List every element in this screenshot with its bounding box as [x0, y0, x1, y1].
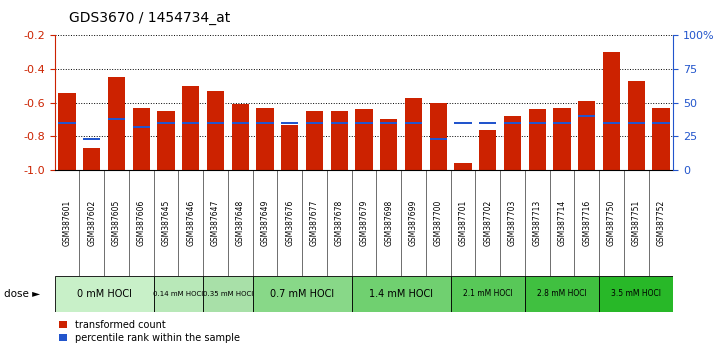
- Bar: [108, 118, 125, 120]
- Bar: [405, 121, 422, 124]
- Bar: [207, 121, 224, 124]
- Bar: [504, 116, 521, 170]
- Bar: [454, 121, 472, 124]
- Text: GSM387676: GSM387676: [285, 200, 294, 246]
- Bar: [529, 121, 546, 124]
- Bar: [355, 109, 373, 170]
- Bar: [430, 103, 447, 170]
- Bar: [331, 121, 348, 124]
- Text: 0 mM HOCl: 0 mM HOCl: [76, 289, 132, 299]
- Bar: [182, 121, 199, 124]
- Bar: [352, 276, 451, 312]
- Bar: [504, 121, 521, 124]
- Bar: [652, 121, 670, 124]
- Bar: [306, 111, 323, 170]
- Text: GSM387649: GSM387649: [261, 200, 269, 246]
- Text: GSM387752: GSM387752: [657, 200, 665, 246]
- Bar: [603, 52, 620, 170]
- Text: GSM387698: GSM387698: [384, 200, 393, 246]
- Bar: [132, 126, 150, 128]
- Text: GSM387678: GSM387678: [335, 200, 344, 246]
- Text: GSM387646: GSM387646: [186, 200, 195, 246]
- Bar: [108, 78, 125, 170]
- Bar: [331, 111, 348, 170]
- Text: GSM387700: GSM387700: [434, 200, 443, 246]
- Bar: [479, 130, 496, 170]
- Bar: [83, 138, 100, 140]
- Text: dose ►: dose ►: [4, 289, 40, 299]
- Text: GSM387602: GSM387602: [87, 200, 96, 246]
- Bar: [652, 108, 670, 170]
- Bar: [430, 138, 447, 140]
- Text: GSM387645: GSM387645: [162, 200, 170, 246]
- Bar: [380, 121, 397, 124]
- Bar: [182, 86, 199, 170]
- Text: GSM387699: GSM387699: [409, 200, 418, 246]
- Bar: [578, 115, 596, 118]
- Bar: [256, 121, 274, 124]
- Bar: [55, 276, 154, 312]
- Bar: [553, 108, 571, 170]
- Bar: [628, 121, 645, 124]
- Bar: [132, 108, 150, 170]
- Bar: [525, 276, 599, 312]
- Bar: [578, 101, 596, 170]
- Bar: [58, 93, 76, 170]
- Bar: [83, 148, 100, 170]
- Text: GSM387751: GSM387751: [632, 200, 641, 246]
- Bar: [207, 91, 224, 170]
- Bar: [281, 125, 298, 170]
- Bar: [628, 81, 645, 170]
- Bar: [454, 163, 472, 170]
- Bar: [355, 121, 373, 124]
- Bar: [157, 121, 175, 124]
- Bar: [232, 121, 249, 124]
- Text: 2.8 mM HOCl: 2.8 mM HOCl: [537, 289, 587, 298]
- Text: GSM387716: GSM387716: [582, 200, 591, 246]
- Text: GSM387714: GSM387714: [558, 200, 566, 246]
- Text: 0.14 mM HOCl: 0.14 mM HOCl: [153, 291, 204, 297]
- Bar: [232, 104, 249, 170]
- Text: GSM387605: GSM387605: [112, 200, 121, 246]
- Bar: [281, 121, 298, 124]
- Text: GSM387601: GSM387601: [63, 200, 71, 246]
- Text: GSM387679: GSM387679: [360, 200, 368, 246]
- Text: GSM387606: GSM387606: [137, 200, 146, 246]
- Bar: [479, 121, 496, 124]
- Text: GSM387648: GSM387648: [236, 200, 245, 246]
- Text: GSM387703: GSM387703: [508, 200, 517, 246]
- Bar: [380, 119, 397, 170]
- Bar: [599, 276, 673, 312]
- Text: GSM387677: GSM387677: [310, 200, 319, 246]
- Text: GSM387702: GSM387702: [483, 200, 492, 246]
- Text: 0.35 mM HOCl: 0.35 mM HOCl: [202, 291, 253, 297]
- Bar: [253, 276, 352, 312]
- Text: GDS3670 / 1454734_at: GDS3670 / 1454734_at: [69, 11, 230, 25]
- Bar: [451, 276, 525, 312]
- Text: GSM387647: GSM387647: [211, 200, 220, 246]
- Bar: [529, 109, 546, 170]
- Text: 3.5 mM HOCl: 3.5 mM HOCl: [612, 289, 661, 298]
- Text: 1.4 mM HOCl: 1.4 mM HOCl: [369, 289, 433, 299]
- Bar: [256, 108, 274, 170]
- Bar: [405, 98, 422, 170]
- Text: GSM387713: GSM387713: [533, 200, 542, 246]
- Text: GSM387750: GSM387750: [607, 200, 616, 246]
- Bar: [306, 121, 323, 124]
- Legend: transformed count, percentile rank within the sample: transformed count, percentile rank withi…: [60, 320, 240, 343]
- Text: 2.1 mM HOCl: 2.1 mM HOCl: [463, 289, 513, 298]
- Bar: [203, 276, 253, 312]
- Bar: [553, 121, 571, 124]
- Bar: [58, 121, 76, 124]
- Text: 0.7 mM HOCl: 0.7 mM HOCl: [270, 289, 334, 299]
- Bar: [157, 111, 175, 170]
- Text: GSM387701: GSM387701: [459, 200, 467, 246]
- Bar: [603, 121, 620, 124]
- Bar: [154, 276, 203, 312]
